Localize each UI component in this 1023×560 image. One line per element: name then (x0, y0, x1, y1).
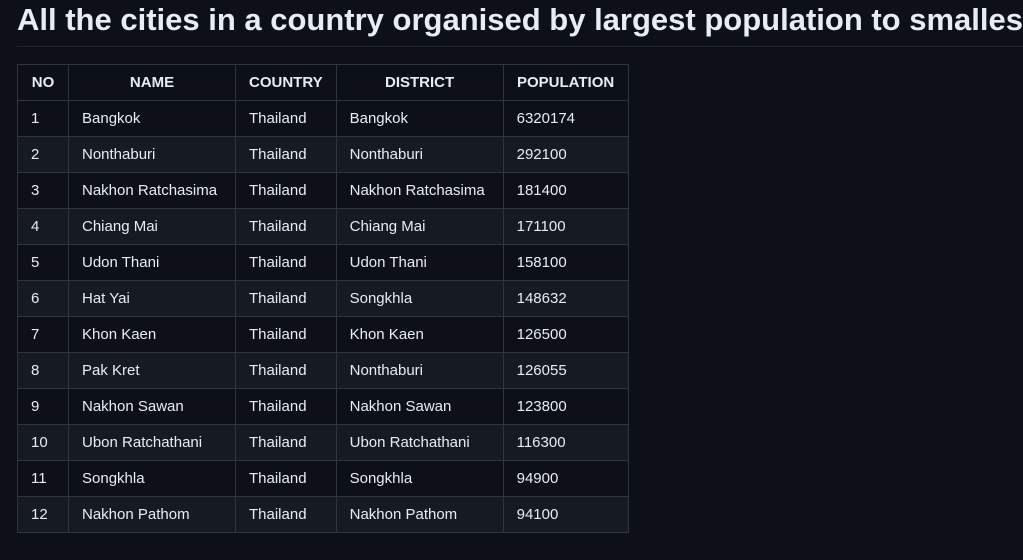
cell-district: Nakhon Ratchasima (335, 172, 504, 209)
table-row: 6 Hat Yai Thailand Songkhla 148632 (17, 280, 629, 317)
title-divider (17, 46, 1023, 47)
cell-no: 9 (17, 388, 69, 425)
table-row: 5 Udon Thani Thailand Udon Thani 158100 (17, 244, 629, 281)
cell-district: Nonthaburi (335, 352, 504, 389)
column-header-population: POPULATION (502, 64, 629, 101)
cell-country: Thailand (235, 496, 337, 533)
cell-population: 94100 (502, 496, 629, 533)
cell-name: Hat Yai (68, 280, 236, 317)
cell-country: Thailand (235, 172, 337, 209)
cell-no: 6 (17, 280, 69, 317)
page-title: All the cities in a country organised by… (17, 2, 1023, 37)
cell-name: Khon Kaen (68, 316, 236, 353)
cell-country: Thailand (235, 280, 337, 317)
cell-name: Nonthaburi (68, 136, 236, 173)
cell-country: Thailand (235, 136, 337, 173)
cell-district: Khon Kaen (335, 316, 504, 353)
cell-population: 126500 (502, 316, 629, 353)
cell-name: Nakhon Ratchasima (68, 172, 236, 209)
table-row: 8 Pak Kret Thailand Nonthaburi 126055 (17, 352, 629, 389)
cell-population: 94900 (502, 460, 629, 497)
table-row: 3 Nakhon Ratchasima Thailand Nakhon Ratc… (17, 172, 629, 209)
table-body: 1 Bangkok Thailand Bangkok 6320174 2 Non… (17, 100, 629, 533)
header-row: NO NAME COUNTRY DISTRICT POPULATION (17, 64, 629, 101)
cell-no: 7 (17, 316, 69, 353)
cell-district: Bangkok (335, 100, 504, 137)
cell-name: Ubon Ratchathani (68, 424, 236, 461)
cell-population: 292100 (502, 136, 629, 173)
table-header: NO NAME COUNTRY DISTRICT POPULATION (17, 64, 629, 101)
cell-district: Chiang Mai (335, 208, 504, 245)
column-header-country: COUNTRY (235, 64, 337, 101)
cell-country: Thailand (235, 316, 337, 353)
table-row: 12 Nakhon Pathom Thailand Nakhon Pathom … (17, 496, 629, 533)
cell-population: 148632 (502, 280, 629, 317)
cell-no: 4 (17, 208, 69, 245)
cell-population: 116300 (502, 424, 629, 461)
cell-country: Thailand (235, 244, 337, 281)
table-row: 4 Chiang Mai Thailand Chiang Mai 171100 (17, 208, 629, 245)
cell-name: Pak Kret (68, 352, 236, 389)
cell-name: Bangkok (68, 100, 236, 137)
cell-no: 3 (17, 172, 69, 209)
cell-country: Thailand (235, 100, 337, 137)
cell-district: Songkhla (335, 460, 504, 497)
column-header-no: NO (17, 64, 69, 101)
column-header-district: DISTRICT (335, 64, 504, 101)
table-row: 9 Nakhon Sawan Thailand Nakhon Sawan 123… (17, 388, 629, 425)
cell-population: 126055 (502, 352, 629, 389)
cell-name: Chiang Mai (68, 208, 236, 245)
cell-no: 12 (17, 496, 69, 533)
cell-population: 6320174 (502, 100, 629, 137)
table-row: 7 Khon Kaen Thailand Khon Kaen 126500 (17, 316, 629, 353)
cell-no: 10 (17, 424, 69, 461)
cell-district: Udon Thani (335, 244, 504, 281)
cell-district: Nonthaburi (335, 136, 504, 173)
cell-no: 5 (17, 244, 69, 281)
cell-population: 171100 (502, 208, 629, 245)
cell-no: 2 (17, 136, 69, 173)
cell-district: Nakhon Pathom (335, 496, 504, 533)
cell-district: Ubon Ratchathani (335, 424, 504, 461)
cell-population: 158100 (502, 244, 629, 281)
cell-name: Udon Thani (68, 244, 236, 281)
cell-name: Nakhon Sawan (68, 388, 236, 425)
cell-no: 8 (17, 352, 69, 389)
cell-country: Thailand (235, 460, 337, 497)
cell-country: Thailand (235, 352, 337, 389)
cell-population: 181400 (502, 172, 629, 209)
table-row: 11 Songkhla Thailand Songkhla 94900 (17, 460, 629, 497)
cell-district: Nakhon Sawan (335, 388, 504, 425)
cell-no: 1 (17, 100, 69, 137)
table-row: 10 Ubon Ratchathani Thailand Ubon Ratcha… (17, 424, 629, 461)
table-row: 2 Nonthaburi Thailand Nonthaburi 292100 (17, 136, 629, 173)
cell-district: Songkhla (335, 280, 504, 317)
cell-name: Songkhla (68, 460, 236, 497)
cities-table: NO NAME COUNTRY DISTRICT POPULATION 1 Ba… (17, 64, 629, 533)
cell-no: 11 (17, 460, 69, 497)
cell-country: Thailand (235, 388, 337, 425)
cell-name: Nakhon Pathom (68, 496, 236, 533)
table-row: 1 Bangkok Thailand Bangkok 6320174 (17, 100, 629, 137)
cell-country: Thailand (235, 424, 337, 461)
column-header-name: NAME (68, 64, 236, 101)
cell-country: Thailand (235, 208, 337, 245)
cell-population: 123800 (502, 388, 629, 425)
